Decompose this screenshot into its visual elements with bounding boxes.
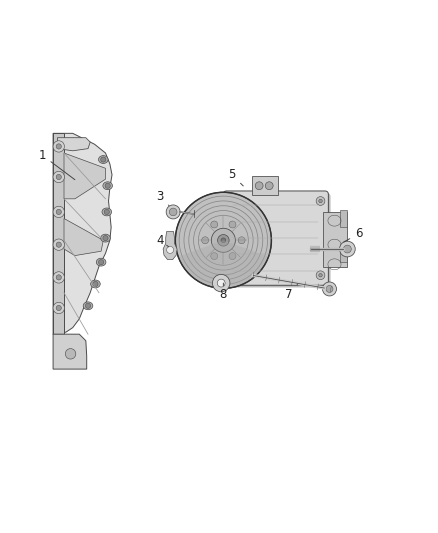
Bar	[323, 212, 347, 266]
Circle shape	[104, 209, 110, 215]
Circle shape	[316, 197, 325, 205]
Text: 3: 3	[156, 190, 169, 206]
Polygon shape	[163, 231, 177, 260]
Circle shape	[53, 141, 64, 152]
Circle shape	[229, 253, 236, 260]
Circle shape	[265, 182, 273, 190]
Circle shape	[211, 221, 218, 228]
Polygon shape	[64, 153, 106, 199]
Bar	[252, 176, 278, 195]
Circle shape	[316, 271, 325, 280]
FancyBboxPatch shape	[225, 193, 331, 287]
Circle shape	[218, 235, 229, 246]
Circle shape	[56, 305, 61, 311]
Circle shape	[221, 238, 226, 243]
Circle shape	[56, 275, 61, 280]
Text: 6: 6	[344, 227, 363, 242]
Ellipse shape	[91, 280, 100, 288]
Polygon shape	[57, 138, 90, 151]
Circle shape	[343, 245, 351, 253]
FancyBboxPatch shape	[223, 191, 328, 285]
Polygon shape	[53, 133, 64, 334]
Ellipse shape	[99, 156, 108, 164]
Polygon shape	[53, 133, 112, 334]
Circle shape	[166, 205, 180, 219]
Circle shape	[229, 273, 233, 277]
Circle shape	[201, 237, 208, 244]
Bar	[340, 210, 347, 227]
Circle shape	[53, 302, 64, 313]
Circle shape	[170, 208, 177, 216]
Circle shape	[101, 157, 106, 162]
Circle shape	[93, 281, 98, 287]
Circle shape	[238, 237, 245, 244]
Text: 4: 4	[156, 234, 169, 247]
Circle shape	[211, 253, 218, 260]
Circle shape	[212, 274, 230, 292]
Circle shape	[56, 144, 61, 149]
Circle shape	[255, 182, 263, 190]
Circle shape	[53, 171, 64, 183]
Circle shape	[65, 349, 76, 359]
Circle shape	[56, 242, 61, 247]
Circle shape	[339, 241, 355, 257]
Circle shape	[166, 246, 173, 253]
Bar	[340, 245, 347, 262]
Circle shape	[53, 239, 64, 251]
Circle shape	[99, 260, 104, 265]
Circle shape	[212, 228, 235, 252]
Text: 1: 1	[39, 149, 75, 180]
Ellipse shape	[83, 302, 93, 310]
Circle shape	[105, 183, 110, 188]
Ellipse shape	[96, 258, 106, 266]
Ellipse shape	[102, 208, 112, 216]
Circle shape	[322, 282, 336, 296]
Circle shape	[229, 221, 236, 228]
Circle shape	[85, 303, 91, 309]
Circle shape	[53, 206, 64, 217]
Circle shape	[226, 271, 235, 280]
Polygon shape	[64, 219, 103, 256]
Circle shape	[229, 199, 233, 203]
Text: 5: 5	[228, 168, 243, 186]
Circle shape	[217, 279, 225, 287]
Text: 8: 8	[220, 283, 227, 301]
Circle shape	[56, 174, 61, 180]
Polygon shape	[53, 334, 87, 369]
Ellipse shape	[101, 234, 110, 242]
Circle shape	[326, 286, 333, 293]
Wedge shape	[179, 240, 268, 287]
Circle shape	[226, 197, 235, 205]
Circle shape	[103, 236, 108, 241]
Circle shape	[53, 272, 64, 283]
Circle shape	[175, 192, 272, 288]
Text: 7: 7	[285, 284, 297, 301]
Circle shape	[319, 199, 322, 203]
Circle shape	[319, 273, 322, 277]
Circle shape	[56, 209, 61, 215]
Ellipse shape	[103, 182, 113, 190]
